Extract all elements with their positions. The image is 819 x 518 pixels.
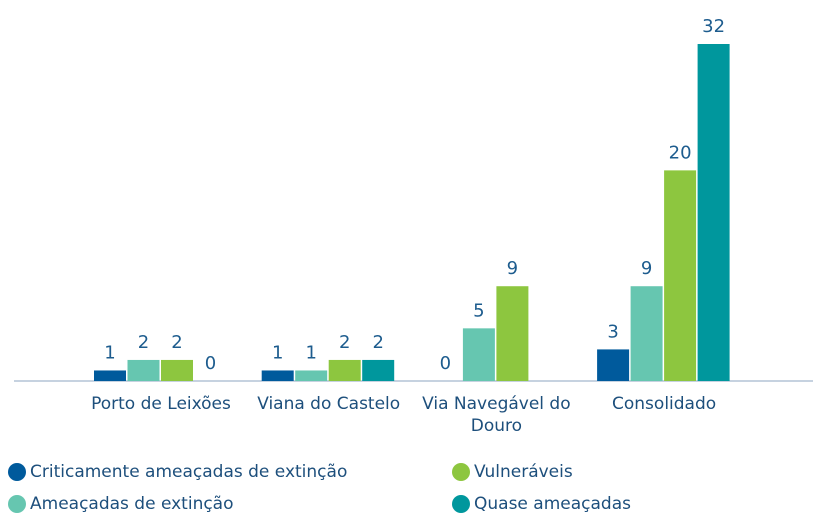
bar [261,370,294,381]
value-label: 9 [507,258,518,279]
value-label: 1 [104,342,115,363]
legend-label: Vulneráveis [474,462,573,482]
bar [630,286,663,381]
value-label: 1 [305,342,316,363]
x-tick-label: Consolidado [612,394,717,414]
value-label: 2 [138,332,149,353]
bar [94,370,126,381]
bar [295,370,328,381]
value-label: 1 [272,342,283,363]
bar [664,170,697,381]
value-label: 20 [669,142,692,163]
legend-label: Criticamente ameaçadas de extinção [30,462,348,482]
x-tick-label: Viana do Castelo [257,394,401,414]
value-label: 3 [607,321,618,342]
legend-label: Quase ameaçadas [474,494,631,514]
bar [462,328,495,381]
legend-item: Quase ameaçadas [452,494,631,514]
bar [328,359,361,381]
bar [161,359,193,381]
bar [597,349,630,381]
bar [362,359,395,381]
x-tick-label: Porto de Leixões [91,394,231,414]
legend-swatch [452,463,470,481]
legend-item: Criticamente ameaçadas de extinção [8,462,347,482]
bar [697,44,730,381]
value-label: 2 [339,332,350,353]
value-label: 0 [440,353,451,374]
legend-label: Ameaçadas de extinção [30,494,234,514]
legend-swatch [8,495,26,513]
value-label: 5 [473,300,484,321]
value-label: 2 [171,332,182,353]
value-label: 2 [372,332,383,353]
bar [496,286,529,381]
legend-swatch [452,495,470,513]
bar [127,359,160,381]
value-label: 9 [641,258,652,279]
legend-item: Vulneráveis [452,462,573,482]
x-tick-label: Via Navegável do Douro [422,394,571,436]
legend-swatch [8,463,26,481]
value-label: 32 [702,16,725,37]
value-label: 0 [205,353,216,374]
legend-item: Ameaçadas de extinção [8,494,234,514]
